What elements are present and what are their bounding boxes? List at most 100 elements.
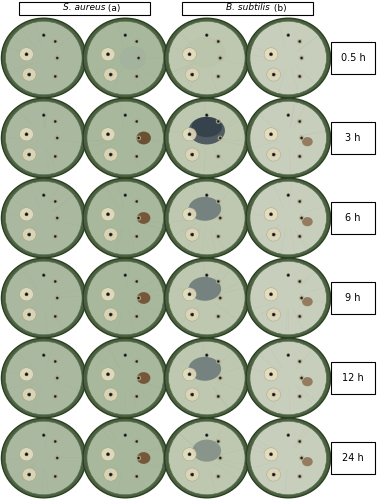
Ellipse shape xyxy=(164,18,249,98)
Ellipse shape xyxy=(216,394,221,398)
Ellipse shape xyxy=(250,421,326,495)
Ellipse shape xyxy=(246,258,331,338)
Circle shape xyxy=(25,453,28,456)
Circle shape xyxy=(188,453,191,456)
Ellipse shape xyxy=(20,208,34,221)
Circle shape xyxy=(138,57,140,59)
Ellipse shape xyxy=(22,468,36,481)
Circle shape xyxy=(300,217,303,219)
Ellipse shape xyxy=(302,217,313,226)
FancyBboxPatch shape xyxy=(331,202,375,234)
Ellipse shape xyxy=(218,376,222,380)
Ellipse shape xyxy=(218,136,222,140)
Circle shape xyxy=(287,354,290,356)
Circle shape xyxy=(217,360,219,362)
Ellipse shape xyxy=(5,181,82,255)
Ellipse shape xyxy=(164,418,249,498)
Ellipse shape xyxy=(216,440,221,444)
Ellipse shape xyxy=(135,280,139,283)
Ellipse shape xyxy=(216,154,221,158)
Circle shape xyxy=(188,373,191,376)
Circle shape xyxy=(217,120,219,122)
Ellipse shape xyxy=(185,228,199,241)
Ellipse shape xyxy=(136,456,141,460)
Ellipse shape xyxy=(2,258,86,338)
Circle shape xyxy=(270,293,273,296)
Ellipse shape xyxy=(216,314,221,318)
Circle shape xyxy=(109,473,112,476)
Ellipse shape xyxy=(87,101,164,175)
Circle shape xyxy=(300,57,303,59)
Ellipse shape xyxy=(164,338,249,418)
Circle shape xyxy=(42,274,45,276)
Ellipse shape xyxy=(136,136,141,140)
Ellipse shape xyxy=(246,338,331,418)
Circle shape xyxy=(219,137,221,139)
Circle shape xyxy=(54,396,57,398)
Circle shape xyxy=(136,120,138,122)
Ellipse shape xyxy=(246,178,331,258)
Circle shape xyxy=(109,153,112,156)
Ellipse shape xyxy=(246,418,331,498)
Circle shape xyxy=(191,153,194,156)
Circle shape xyxy=(42,34,45,36)
Ellipse shape xyxy=(5,261,82,335)
Ellipse shape xyxy=(216,200,221,203)
Ellipse shape xyxy=(2,338,86,418)
Circle shape xyxy=(205,34,208,36)
Ellipse shape xyxy=(299,376,304,380)
Ellipse shape xyxy=(302,297,313,306)
Ellipse shape xyxy=(216,234,221,238)
Ellipse shape xyxy=(101,128,115,141)
Text: 12 h: 12 h xyxy=(342,373,364,383)
Circle shape xyxy=(188,133,191,136)
Circle shape xyxy=(136,476,138,478)
Ellipse shape xyxy=(297,234,302,238)
Ellipse shape xyxy=(182,288,196,301)
Ellipse shape xyxy=(264,368,278,381)
Ellipse shape xyxy=(135,154,139,158)
Circle shape xyxy=(219,57,221,59)
Circle shape xyxy=(299,316,301,318)
Circle shape xyxy=(25,373,28,376)
FancyBboxPatch shape xyxy=(182,2,313,15)
Circle shape xyxy=(205,114,208,116)
Circle shape xyxy=(106,293,110,296)
Circle shape xyxy=(56,217,58,219)
Ellipse shape xyxy=(2,18,86,98)
Ellipse shape xyxy=(5,101,82,175)
Ellipse shape xyxy=(135,474,139,478)
Ellipse shape xyxy=(53,360,58,364)
Ellipse shape xyxy=(185,388,199,401)
Ellipse shape xyxy=(169,101,245,175)
Circle shape xyxy=(138,217,140,219)
Circle shape xyxy=(28,473,31,476)
Ellipse shape xyxy=(297,74,302,78)
Circle shape xyxy=(188,53,191,56)
Circle shape xyxy=(28,313,31,316)
Circle shape xyxy=(205,274,208,276)
Ellipse shape xyxy=(297,440,302,444)
Ellipse shape xyxy=(136,376,141,380)
Ellipse shape xyxy=(55,376,60,380)
Ellipse shape xyxy=(185,468,199,481)
Circle shape xyxy=(138,377,140,379)
Ellipse shape xyxy=(2,98,86,178)
Circle shape xyxy=(28,233,31,236)
Ellipse shape xyxy=(20,288,34,301)
Ellipse shape xyxy=(218,216,222,220)
Circle shape xyxy=(136,236,138,238)
Ellipse shape xyxy=(87,421,164,495)
Circle shape xyxy=(217,476,219,478)
Text: 3 h: 3 h xyxy=(345,133,361,143)
FancyBboxPatch shape xyxy=(331,42,375,74)
Ellipse shape xyxy=(55,456,60,460)
Circle shape xyxy=(124,274,127,276)
Circle shape xyxy=(28,393,31,396)
Ellipse shape xyxy=(55,136,60,140)
Ellipse shape xyxy=(264,288,278,301)
Ellipse shape xyxy=(101,368,115,381)
Ellipse shape xyxy=(299,56,304,60)
Ellipse shape xyxy=(169,421,245,495)
Circle shape xyxy=(299,476,301,478)
